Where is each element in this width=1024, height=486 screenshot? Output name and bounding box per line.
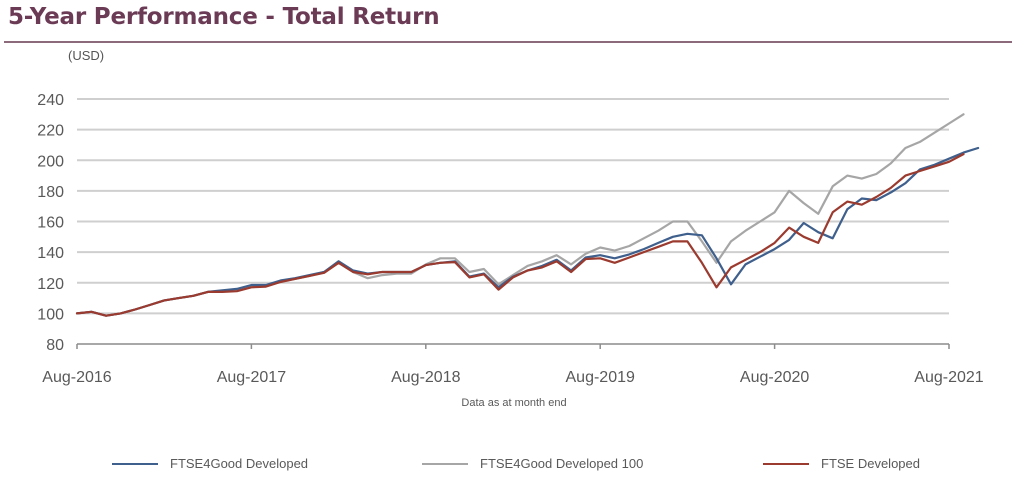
legend-label: FTSE Developed [821, 456, 920, 471]
y-tick-label: 240 [37, 92, 64, 109]
series-lines [75, 113, 980, 317]
legend-item-ftse4good-developed: FTSE4Good Developed [112, 456, 308, 471]
title-divider [4, 41, 1012, 43]
x-tick-label: Aug-2017 [217, 369, 286, 386]
series-line-ftse4good-developed [75, 146, 980, 317]
y-tick-label: 120 [37, 276, 64, 293]
x-tick-label: Aug-2018 [391, 369, 460, 386]
legend-swatch-ftse4good-developed-100 [422, 462, 468, 465]
legend-swatch-ftse4good-developed [112, 462, 158, 465]
legend-item-ftse4good-developed-100: FTSE4Good Developed 100 [422, 456, 643, 471]
page-title: 5-Year Performance - Total Return [8, 4, 440, 30]
y-tick-label: 100 [37, 306, 64, 323]
legend-item-ftse-developed: FTSE Developed [763, 456, 920, 471]
x-axis-ticks: Aug-2016 Aug-2017 Aug-2018 Aug-2019 Aug-2020… [42, 344, 984, 386]
y-tick-label: 80 [46, 337, 64, 354]
x-tick-label: Aug-2021 [914, 369, 983, 386]
grid-lines [77, 98, 949, 315]
legend-swatch-ftse-developed [763, 462, 809, 465]
series-line-ftse-developed [75, 153, 965, 317]
x-tick-label: Aug-2020 [740, 369, 809, 386]
y-tick-label: 220 [37, 123, 64, 140]
y-axis-unit-label: (USD) [68, 48, 105, 63]
x-tick-label: Aug-2019 [566, 369, 635, 386]
footnote-data-as-at: Data as at month end [461, 397, 566, 409]
legend-label: FTSE4Good Developed 100 [480, 456, 644, 471]
x-tick-label: Aug-2016 [42, 369, 111, 386]
y-tick-label: 180 [37, 184, 64, 201]
y-tick-label: 200 [37, 153, 64, 170]
legend: FTSE4Good Developed FTSE4Good Developed … [0, 456, 1024, 476]
legend-label: FTSE4Good Developed [170, 456, 309, 471]
y-axis-ticks: 80 100 120 140 160 180 200 220 240 [37, 92, 64, 354]
y-tick-label: 160 [37, 215, 64, 232]
y-tick-label: 140 [37, 245, 64, 262]
